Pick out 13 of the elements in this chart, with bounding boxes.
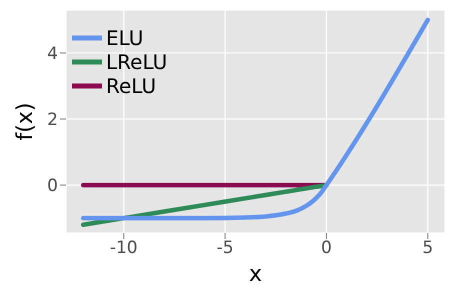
- y-tick-label: 0: [47, 176, 58, 196]
- x-tick-label: -10: [110, 238, 138, 258]
- y-axis-title: f(x): [12, 102, 38, 140]
- x-axis-title: x: [248, 262, 262, 287]
- y-tick-label: 2: [47, 110, 58, 130]
- x-tick-label: 0: [321, 238, 332, 258]
- x-tick-label: 5: [422, 238, 434, 258]
- line-series: [80, 18, 430, 220]
- y-tick-label: 4: [47, 44, 58, 64]
- x-tick-label: -5: [216, 238, 234, 258]
- legend-label: LReLU: [106, 50, 168, 74]
- legend-label: ReLU: [106, 74, 156, 98]
- legend-label: ELU: [106, 26, 144, 50]
